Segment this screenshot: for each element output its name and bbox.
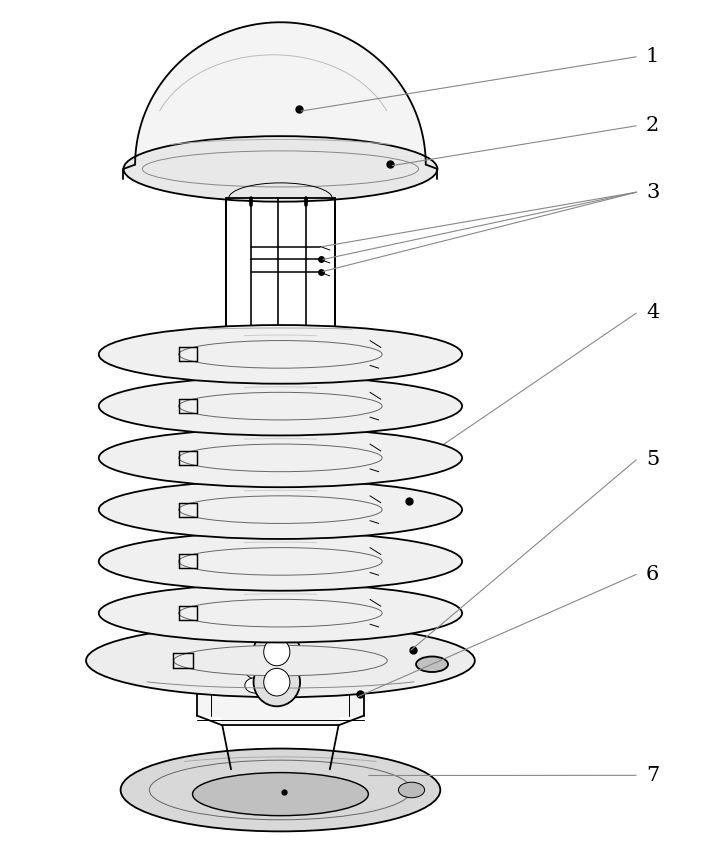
Text: 1: 1: [646, 48, 660, 67]
Ellipse shape: [178, 444, 382, 472]
Polygon shape: [135, 22, 426, 164]
Ellipse shape: [253, 658, 300, 706]
Text: 7: 7: [646, 766, 659, 785]
Text: 5: 5: [646, 450, 659, 469]
Ellipse shape: [99, 429, 462, 487]
Text: 3: 3: [646, 182, 660, 201]
Ellipse shape: [245, 662, 269, 679]
Ellipse shape: [178, 496, 382, 524]
Ellipse shape: [86, 624, 475, 697]
Text: 4: 4: [646, 303, 659, 322]
Ellipse shape: [245, 677, 266, 693]
Ellipse shape: [264, 669, 290, 696]
Ellipse shape: [416, 657, 448, 672]
Ellipse shape: [99, 532, 462, 591]
Ellipse shape: [178, 548, 382, 575]
Ellipse shape: [241, 337, 320, 354]
Ellipse shape: [149, 760, 411, 820]
Ellipse shape: [245, 645, 274, 664]
Ellipse shape: [124, 137, 438, 201]
Ellipse shape: [99, 377, 462, 435]
Ellipse shape: [178, 340, 382, 368]
Ellipse shape: [99, 584, 462, 643]
Ellipse shape: [232, 331, 330, 360]
Ellipse shape: [178, 392, 382, 420]
Ellipse shape: [398, 782, 424, 797]
Ellipse shape: [121, 748, 440, 831]
Ellipse shape: [192, 772, 368, 816]
Ellipse shape: [99, 480, 462, 539]
Ellipse shape: [173, 645, 387, 676]
Ellipse shape: [99, 325, 462, 384]
Ellipse shape: [143, 151, 419, 187]
Text: 6: 6: [646, 565, 659, 584]
Ellipse shape: [264, 638, 290, 666]
Ellipse shape: [282, 664, 301, 679]
Polygon shape: [197, 655, 364, 725]
Text: 2: 2: [646, 117, 659, 136]
Ellipse shape: [281, 646, 306, 665]
Ellipse shape: [253, 628, 300, 677]
Ellipse shape: [201, 636, 360, 674]
Ellipse shape: [178, 600, 382, 627]
